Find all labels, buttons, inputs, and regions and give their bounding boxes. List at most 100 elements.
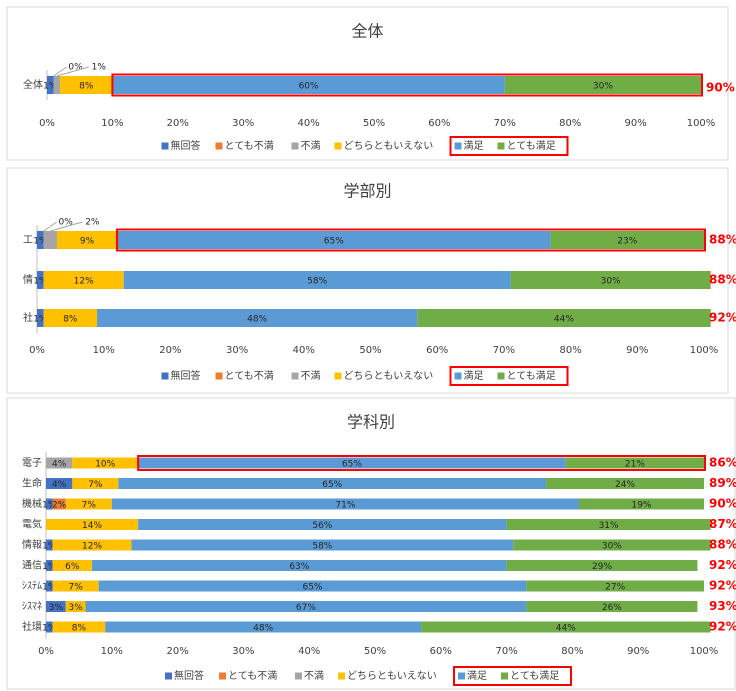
legend-label: 無回答 [174, 669, 204, 682]
bar-segment [43, 231, 58, 249]
total-label: 92% [709, 620, 736, 634]
legend-swatch [161, 142, 169, 150]
value-label: 2% [85, 218, 100, 228]
legend-label: とても不満 [225, 140, 274, 152]
highlight-box [116, 228, 707, 252]
value-label: 48% [247, 315, 267, 325]
bar-segment [46, 498, 53, 510]
value-label: 30% [593, 82, 613, 92]
bar-segment [57, 231, 118, 249]
legend-label: どちらともいえない [344, 370, 434, 382]
highlight-box [111, 73, 703, 97]
legend-label: 満足 [467, 670, 487, 682]
x-tick-label: 10% [93, 345, 115, 356]
value-label: 4% [52, 480, 67, 490]
bar-segment [506, 560, 698, 571]
bar-segment [53, 76, 61, 94]
legend-highlight [449, 366, 569, 386]
value-label: 4% [52, 460, 67, 470]
legend-label: とても満足 [507, 370, 556, 382]
value-label: 48% [253, 624, 273, 634]
bar-segment [52, 498, 66, 510]
total-label: 87% [709, 517, 736, 531]
bar-segment [65, 498, 112, 510]
category-label: 全体 [23, 78, 43, 91]
value-label: 30% [602, 542, 622, 552]
bar-segment [421, 621, 711, 633]
leader-line [43, 221, 57, 232]
x-tick-label: 50% [359, 345, 381, 356]
category-label: 電子 [22, 457, 42, 469]
x-tick-label: 100% [687, 118, 716, 129]
bar-segment [526, 601, 698, 612]
x-tick-label: 80% [559, 345, 581, 356]
x-tick-label: 100% [690, 646, 719, 657]
value-label: 44% [556, 624, 576, 634]
bar-segment [118, 478, 547, 489]
legend-label: とても不満 [225, 370, 274, 382]
category-label: 情報 [22, 538, 42, 551]
bar-segment [46, 580, 53, 592]
category-label: ｼｽﾏﾈ [22, 601, 42, 613]
bar-segment [138, 457, 566, 469]
x-tick-label: 50% [364, 646, 386, 657]
legend-swatch [219, 672, 226, 680]
bar-segment [138, 519, 507, 530]
value-label: 26% [602, 603, 622, 613]
x-tick-label: 10% [101, 646, 123, 657]
chart-title: 学科別 [347, 413, 395, 432]
bar-segment [46, 560, 53, 571]
value-label: 7% [82, 501, 97, 511]
bar-segment [111, 498, 579, 510]
bar-segment [513, 539, 711, 551]
value-label: 1% [42, 501, 57, 511]
bar-segment [105, 621, 422, 633]
value-label: 1% [42, 624, 57, 634]
legend-swatch [334, 372, 342, 380]
legend-label: とても不満 [228, 670, 277, 682]
bar-segment [504, 76, 701, 94]
leader-line [56, 66, 89, 77]
bar-segment [546, 478, 704, 489]
x-tick-label: 40% [298, 646, 320, 657]
x-tick-label: 20% [167, 118, 189, 129]
legend-label: 不満 [301, 140, 321, 152]
legend-swatch [295, 672, 302, 680]
chart-panel: 学科別 0% 10% 20% 30% 40% 50% 60% 70% 80% 90% 100% 電子 4%… [6, 397, 736, 690]
value-label: 1% [42, 562, 57, 572]
value-label: 1% [42, 583, 57, 593]
bar-segment [65, 601, 86, 612]
total-label: 92% [709, 311, 736, 325]
bar-segment [43, 309, 98, 327]
x-tick-label: 60% [428, 118, 450, 129]
bar-segment [92, 560, 507, 571]
legend-label: 満足 [464, 370, 484, 382]
x-tick-label: 80% [559, 118, 581, 129]
bar-segment [46, 478, 73, 489]
value-label: 6% [65, 562, 80, 572]
legend-label: どちらともいえない [344, 140, 434, 152]
x-tick-label: 20% [166, 646, 188, 657]
legend-label: 満足 [464, 140, 484, 152]
value-label: 0% [68, 63, 83, 73]
category-label: 通信 [22, 560, 42, 572]
category-label: 情 [23, 273, 33, 286]
chart-title: 学部別 [343, 182, 391, 201]
legend-label: 無回答 [171, 139, 201, 152]
value-label: 7% [68, 583, 83, 593]
value-label: 30% [601, 277, 621, 287]
x-tick-label: 80% [561, 646, 583, 657]
value-label: 29% [592, 562, 612, 572]
value-label: 12% [74, 277, 94, 287]
legend-swatch [497, 372, 505, 380]
bar-segment [506, 519, 711, 530]
x-tick-label: 0% [29, 345, 45, 356]
bar-segment [52, 560, 93, 571]
bar-segment [46, 621, 53, 633]
value-label: 14% [82, 521, 102, 531]
total-label: 89% [709, 476, 736, 490]
x-tick-label: 10% [101, 118, 123, 129]
value-label: 56% [312, 521, 332, 531]
x-tick-label: 70% [494, 118, 516, 129]
